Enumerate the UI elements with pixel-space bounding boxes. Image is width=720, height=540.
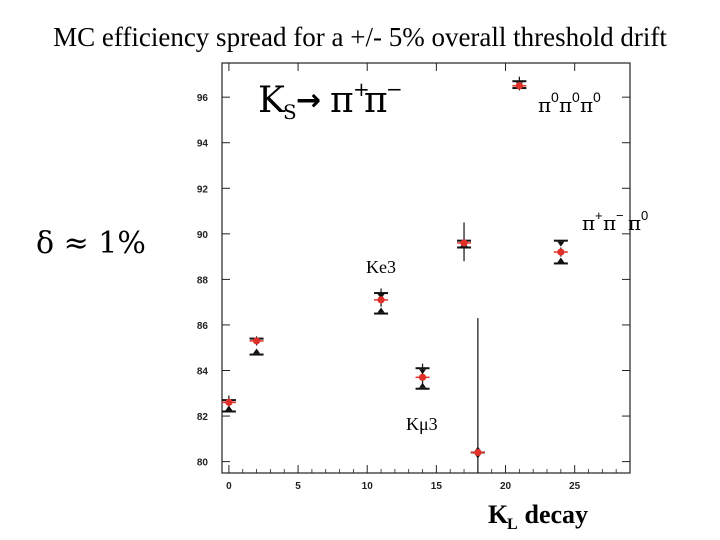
neutral-zero-1: 0	[551, 89, 559, 105]
y-tick-label: 86	[197, 321, 209, 332]
x-axis-label-k: K	[488, 500, 509, 529]
y-tick-label: 94	[197, 139, 209, 150]
y-tick-label: 84	[197, 367, 209, 378]
low-threshold-marker	[419, 382, 427, 388]
nominal-marker	[225, 398, 233, 406]
data-point	[374, 288, 389, 315]
slide-title: MC efficiency spread for a +/- 5% overal…	[53, 22, 667, 52]
data-points	[221, 76, 568, 473]
charged-minus: −	[616, 208, 624, 223]
x-tick-label: 15	[431, 481, 443, 492]
plot-frame	[221, 62, 631, 474]
x-tick-label: 5	[295, 481, 301, 492]
nominal-marker	[557, 248, 565, 256]
low-threshold-marker	[377, 307, 385, 313]
x-tick-label: 10	[362, 481, 374, 492]
data-point	[457, 222, 472, 262]
nominal-marker	[377, 296, 385, 304]
nominal-marker	[515, 82, 523, 90]
high-threshold-marker	[557, 241, 565, 247]
x-tick-label: 20	[500, 481, 512, 492]
y-tick-label: 90	[197, 230, 209, 241]
nominal-marker	[474, 448, 482, 457]
charged-pi-3: π	[628, 211, 641, 235]
low-threshold-marker	[557, 257, 565, 263]
data-point	[221, 395, 236, 413]
y-tick-label: 92	[197, 184, 209, 195]
ks-minus: −	[386, 77, 403, 101]
data-point	[249, 336, 264, 356]
kmu3-label: Kμ3	[406, 414, 438, 434]
neutral-zero-2: 0	[572, 89, 580, 105]
charged-pi-1: π	[582, 211, 595, 235]
x-axis-label-rest: decay	[518, 500, 588, 529]
neutral-pi-2: π	[559, 93, 572, 117]
data-point	[512, 76, 527, 91]
x-tick-label: 25	[569, 481, 581, 492]
data-point	[553, 239, 568, 265]
neutral-zero-3: 0	[593, 89, 601, 105]
x-axis: 0 5 10 15 20 25	[226, 63, 617, 492]
y-tick-label: 82	[197, 412, 209, 423]
ks-pi-plus: π	[330, 80, 354, 121]
neutral-pi-1: π	[538, 93, 551, 117]
y-axis: 80 82 84 86 88 90 92 94 96	[197, 93, 630, 469]
nominal-marker	[460, 239, 468, 247]
nominal-marker	[252, 337, 261, 345]
data-point	[470, 318, 485, 473]
low-threshold-marker	[225, 405, 233, 411]
ks-arrow: →	[296, 83, 321, 118]
ke3-label: Ke3	[366, 257, 396, 277]
delta-note: δ ≈ 1%	[36, 226, 146, 261]
high-threshold-marker	[419, 369, 427, 375]
nominal-marker	[418, 373, 427, 381]
charged-zero: 0	[641, 208, 648, 223]
charged-pi-2: π	[603, 211, 616, 235]
y-tick-label: 88	[197, 275, 209, 286]
neutral-pi-3: π	[580, 93, 593, 117]
x-axis-label-sub: L	[507, 516, 518, 533]
y-tick-label: 80	[197, 458, 209, 469]
ks-label-k: K	[258, 80, 286, 121]
charged-mode-label: π + π − π 0	[582, 208, 648, 235]
ks-label-sub: S	[283, 100, 297, 124]
low-threshold-marker	[253, 348, 261, 354]
x-tick-label: 0	[226, 481, 232, 492]
charged-plus: +	[595, 208, 603, 223]
ks-pi-minus: π	[364, 80, 388, 121]
data-point	[415, 363, 430, 390]
ks-plus: +	[353, 77, 370, 101]
neutral-mode-label: π 0 π 0 π 0	[538, 89, 601, 117]
y-tick-label: 96	[197, 93, 209, 104]
